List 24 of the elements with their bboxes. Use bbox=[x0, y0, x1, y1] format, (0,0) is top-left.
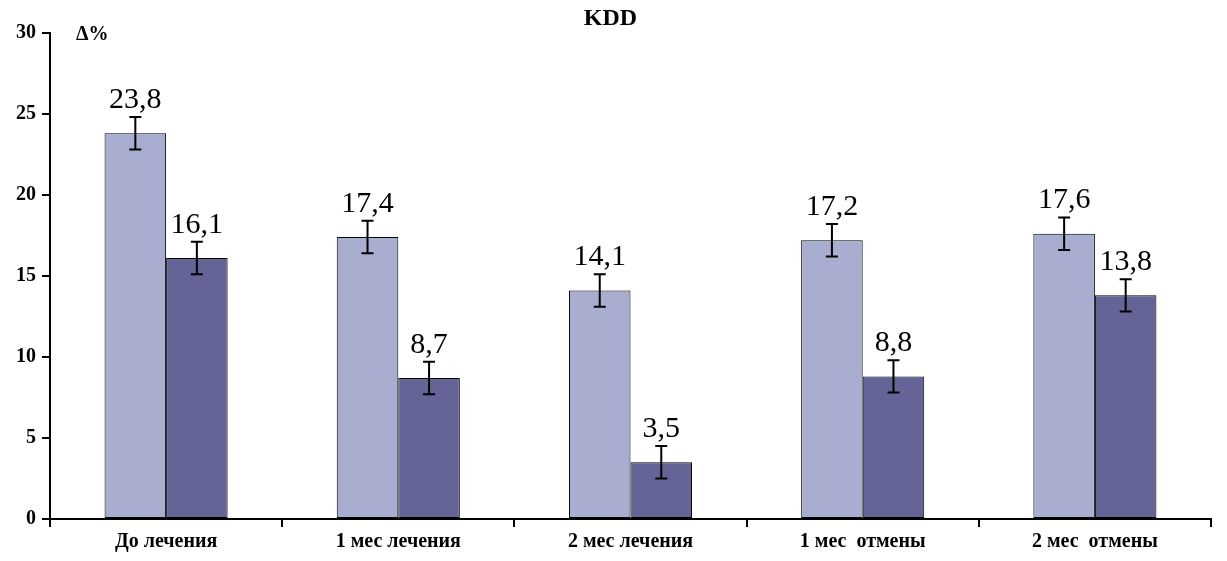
data-label: 13,8 bbox=[1099, 243, 1152, 277]
chart-title: KDD bbox=[583, 3, 638, 30]
data-label: 8,8 bbox=[874, 324, 913, 358]
y-tick-label: 5 bbox=[26, 425, 36, 448]
x-tick-label: 1 мес отмены bbox=[799, 529, 926, 552]
x-tick-label: До лечения bbox=[114, 529, 218, 553]
x-tick-label: 2 мес лечения bbox=[567, 529, 694, 552]
y-tick-label: 0 bbox=[26, 506, 36, 529]
x-tick-label: 2 мес отмены bbox=[1031, 529, 1159, 552]
y-tick-label: 15 bbox=[16, 263, 36, 286]
data-label: 17,2 bbox=[805, 187, 859, 221]
data-label: 14,1 bbox=[573, 238, 626, 272]
y-tick-label: 30 bbox=[16, 19, 36, 42]
y-axis-title: Δ% bbox=[76, 21, 109, 44]
data-label: 3,5 bbox=[642, 409, 681, 443]
data-label: 8,7 bbox=[410, 325, 448, 359]
y-tick-label: 20 bbox=[16, 182, 36, 205]
data-label: 16,1 bbox=[170, 205, 224, 239]
y-tick-label: 25 bbox=[16, 101, 36, 124]
data-label: 17,6 bbox=[1037, 181, 1091, 215]
data-label: 17,4 bbox=[341, 184, 394, 218]
y-tick-label: 10 bbox=[16, 344, 36, 367]
x-tick-label: 1 мес лечения bbox=[335, 529, 462, 552]
data-label: 23,8 bbox=[109, 80, 162, 114]
